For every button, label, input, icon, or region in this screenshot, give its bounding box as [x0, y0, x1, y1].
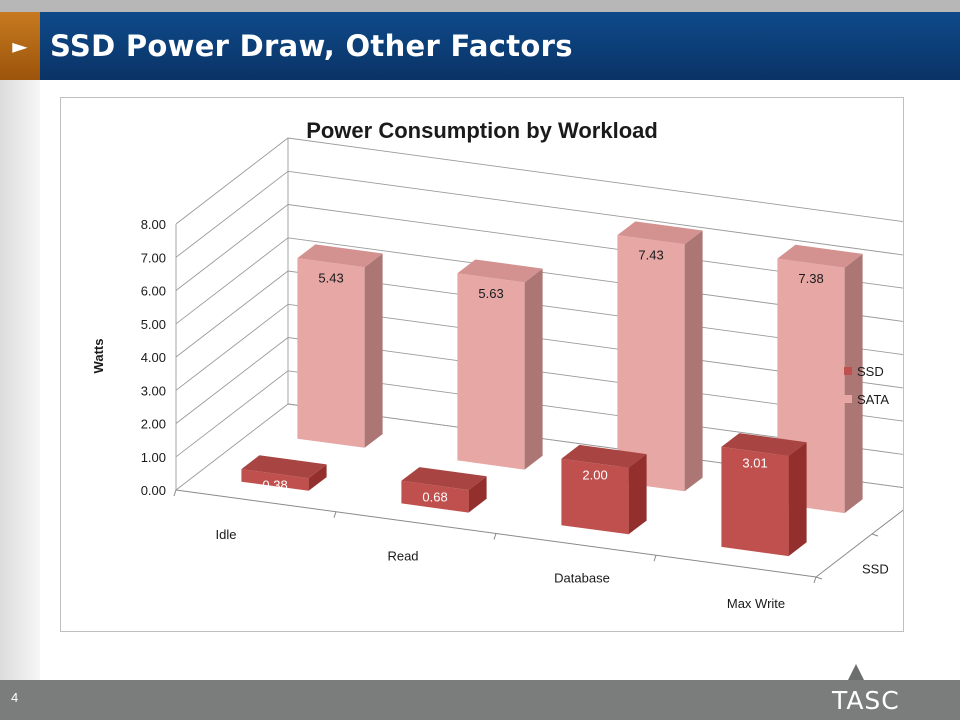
sata-bar-front [617, 235, 685, 492]
x-category-label: Idle [216, 527, 237, 542]
y-tick-label: 3.00 [141, 383, 166, 398]
sata-bar-top [297, 244, 383, 268]
sata-bar-top [617, 221, 703, 245]
gridline [175, 170, 903, 258]
page-number: 4 [11, 690, 19, 705]
ssd-bar-side [468, 476, 487, 513]
x-tick [333, 511, 337, 518]
sata-bar-top [457, 259, 543, 283]
y-tick-label: 7.00 [141, 250, 166, 265]
ssd-bar-front [401, 480, 469, 513]
chart-walls [173, 137, 903, 584]
x-tick [653, 555, 657, 562]
y-tick-label: 4.00 [141, 350, 166, 365]
x-tick [813, 576, 817, 584]
legend-swatch [844, 395, 852, 403]
ssd-bar-side [788, 442, 807, 557]
y-tick-label: 6.00 [141, 284, 166, 299]
x-category-label: Max Write [727, 596, 785, 611]
chart-frame: 5.43 5.63 7.43 7.38 0.38 0.68 2.00 3.01 Power Co… [60, 97, 904, 632]
legend-label: SATA [857, 392, 889, 407]
side-gradient-band [0, 80, 40, 680]
footer-bar: 4 [0, 680, 960, 720]
y-axis-label: Watts [91, 339, 106, 374]
title-bar [0, 12, 960, 80]
ssd-bars [241, 433, 807, 557]
power-consumption-chart: 5.43 5.63 7.43 7.38 0.38 0.68 2.00 3.01 Power Co… [91, 118, 903, 611]
chart-title: Power Consumption by Workload [306, 118, 658, 143]
y-tick-label: 0.00 [141, 483, 166, 498]
sata-bar-front [297, 258, 365, 448]
data-label-ssd: 3.01 [742, 455, 767, 470]
ssd-bar-front [721, 446, 789, 557]
y-tick-label: 2.00 [141, 417, 166, 432]
sata-bar-front [457, 273, 525, 470]
ssd-bar-top [721, 433, 807, 456]
data-label-sata: 7.43 [638, 248, 663, 263]
depth-label: SSD [862, 562, 889, 577]
x-tick [173, 489, 177, 497]
x-category-label: Read [387, 549, 418, 564]
logo-text: TASC [832, 686, 900, 715]
ssd-bar-front [241, 469, 309, 491]
sata-bar-side [684, 230, 703, 492]
ssd-bar-top [241, 455, 327, 479]
title-arrow-box: ► [0, 12, 40, 80]
ssd-bar-top [561, 444, 647, 468]
legend: SSD SATA [844, 364, 889, 407]
x-category-label: Database [554, 570, 610, 585]
ssd-bar-front [561, 458, 629, 535]
logo-triangle-icon [848, 664, 864, 680]
data-label-sata: 5.63 [478, 286, 503, 301]
data-label-sata: 5.43 [318, 271, 343, 286]
sata-bar-side [844, 253, 863, 514]
play-arrow-icon: ► [12, 34, 28, 58]
tasc-logo: TASC [832, 664, 899, 720]
x-tick [493, 533, 497, 540]
data-label-ssd: 0.68 [422, 489, 447, 504]
sata-bars [297, 221, 863, 514]
data-label-sata: 7.38 [798, 271, 823, 286]
legend-label: SSD [857, 364, 884, 379]
slide-title: SSD Power Draw, Other Factors [50, 29, 573, 63]
gridline [175, 137, 903, 225]
chart-labels: 5.43 5.63 7.43 7.38 0.38 0.68 2.00 3.01 Power Co… [91, 118, 889, 611]
data-label-ssd: 0.38 [262, 478, 287, 493]
y-tick-label: 5.00 [141, 317, 166, 332]
y-tick-label: 1.00 [141, 450, 166, 465]
top-strip [0, 0, 960, 12]
ssd-bar-top [401, 467, 487, 490]
sata-bar-side [364, 253, 383, 448]
depth-tick [871, 533, 879, 537]
depth-tick [815, 576, 823, 580]
ssd-bar-side [308, 464, 327, 491]
y-tick-label: 8.00 [141, 217, 166, 232]
sata-bar-side [524, 268, 543, 470]
legend-swatch [844, 367, 852, 375]
sata-bar-top [777, 244, 863, 268]
ssd-bar-side [628, 454, 647, 535]
data-label-ssd: 2.00 [582, 467, 607, 482]
